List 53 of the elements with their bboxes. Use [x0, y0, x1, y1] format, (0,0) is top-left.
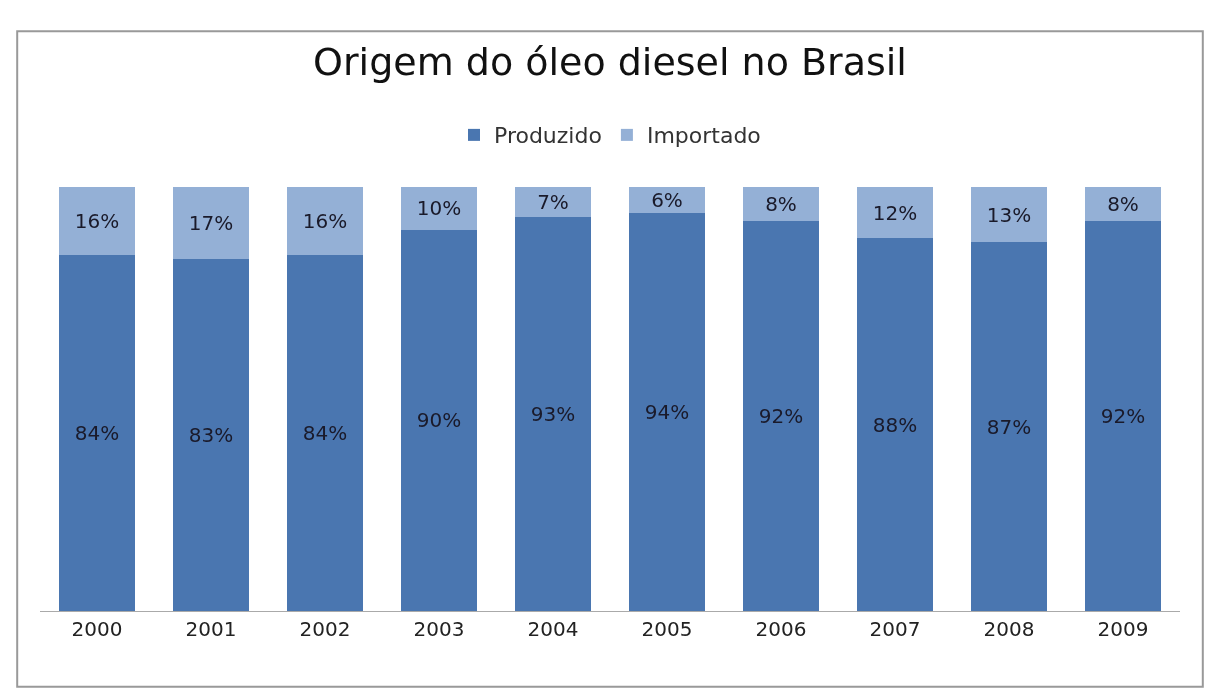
legend-label: Produzido — [494, 123, 602, 149]
bar — [857, 238, 933, 611]
x-tick-label: 2001 — [185, 617, 237, 641]
data-label: 6% — [651, 188, 683, 213]
bar — [1085, 221, 1161, 611]
bar — [401, 187, 477, 230]
bar — [743, 187, 819, 222]
bar — [629, 212, 705, 611]
bar — [971, 187, 1047, 243]
bar — [401, 229, 477, 611]
x-tick-label: 2005 — [641, 617, 693, 641]
data-label: 90% — [416, 408, 462, 433]
data-label: 8% — [765, 192, 797, 217]
data-label: 92% — [758, 404, 804, 429]
data-label: 12% — [872, 200, 918, 225]
data-label: 10% — [416, 196, 462, 221]
bar — [515, 187, 591, 217]
bar — [857, 187, 933, 239]
data-label: 83% — [188, 423, 234, 448]
x-tick-label: 2007 — [869, 617, 921, 641]
legend-label: Importado — [646, 123, 761, 149]
data-label: 8% — [1107, 192, 1139, 217]
x-tick-label: 2002 — [299, 617, 351, 641]
bar — [173, 259, 249, 611]
bar — [287, 255, 363, 611]
data-label: 94% — [644, 399, 690, 424]
data-label: 88% — [872, 412, 918, 437]
data-label: 92% — [1100, 404, 1146, 429]
data-label: 87% — [986, 414, 1032, 439]
x-tick-label: 2004 — [527, 617, 579, 641]
data-label: 13% — [986, 202, 1032, 227]
bar — [287, 187, 363, 256]
data-label: 93% — [530, 401, 576, 426]
data-label: 17% — [188, 211, 234, 236]
data-label: 84% — [74, 421, 120, 446]
bar — [515, 216, 591, 611]
data-label: 16% — [302, 209, 348, 234]
data-label: 84% — [302, 421, 348, 446]
bar — [629, 187, 705, 213]
bar — [59, 255, 135, 611]
x-tick-label: 2006 — [755, 617, 807, 641]
bar — [1085, 187, 1161, 222]
chart-title: Origem do óleo diesel no Brasil — [313, 39, 907, 84]
x-tick-label: 2009 — [1097, 617, 1149, 641]
data-label: 7% — [537, 190, 569, 215]
bar — [743, 221, 819, 611]
data-label: 16% — [74, 209, 120, 234]
x-tick-label: 2003 — [413, 617, 465, 641]
bar — [59, 187, 135, 256]
bar — [971, 242, 1047, 611]
bar — [173, 187, 249, 260]
x-tick-label: 2008 — [983, 617, 1035, 641]
x-tick-label: 2000 — [71, 617, 123, 641]
